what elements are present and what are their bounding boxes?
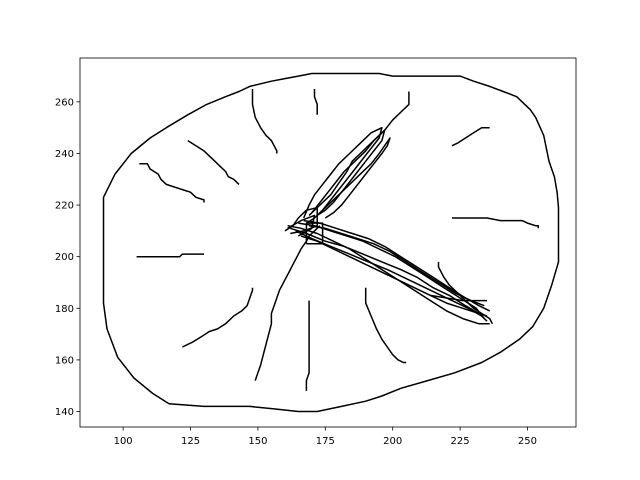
x-tick-label: 200 [383,436,402,447]
series-line-14 [451,126,490,147]
series-line-4 [182,287,254,348]
series-line-6 [251,89,278,154]
series-line-9 [313,89,318,115]
y-tick-label: 260 [55,97,74,108]
series-line-20 [300,235,488,317]
x-tick-label: 250 [518,436,537,447]
x-tick-label: 175 [316,436,335,447]
y-axis: 140 160 180 200 220 240 260 [55,97,80,418]
series-line-3 [139,163,205,203]
series-layer [102,72,560,413]
y-tick-label: 140 [55,407,74,418]
x-tick-label: 150 [248,436,267,447]
axes-frame [79,57,577,428]
y-tick-label: 180 [55,304,74,315]
x-tick-label: 125 [181,436,200,447]
x-axis: 100 125 150 175 200 225 250 [114,427,537,447]
x-tick-label: 100 [114,436,133,447]
y-tick-label: 160 [55,355,74,366]
series-line-5 [187,139,240,185]
y-tick-label: 200 [55,252,74,263]
series-line-2 [136,253,204,258]
y-tick-label: 220 [55,201,74,212]
series-line-15 [287,224,490,325]
axes-frame-rect [79,57,577,428]
series-line-10 [364,287,407,364]
series-line-18 [298,222,485,320]
series-line-22 [430,294,487,302]
series-line-17 [295,230,483,317]
x-tick-label: 225 [451,436,470,447]
series-line-7 [254,225,321,381]
series-line-1 [102,72,560,413]
series-line-8 [305,300,310,391]
y-tick-label: 240 [55,149,74,160]
series-line-25 [316,137,391,219]
series-line-21 [308,224,485,307]
series-line-28 [287,214,316,237]
series-line-16 [290,227,488,322]
series-line-27 [305,222,324,245]
series-line-23 [303,126,383,224]
series-line-13 [452,217,540,229]
series-line-11 [308,91,410,216]
